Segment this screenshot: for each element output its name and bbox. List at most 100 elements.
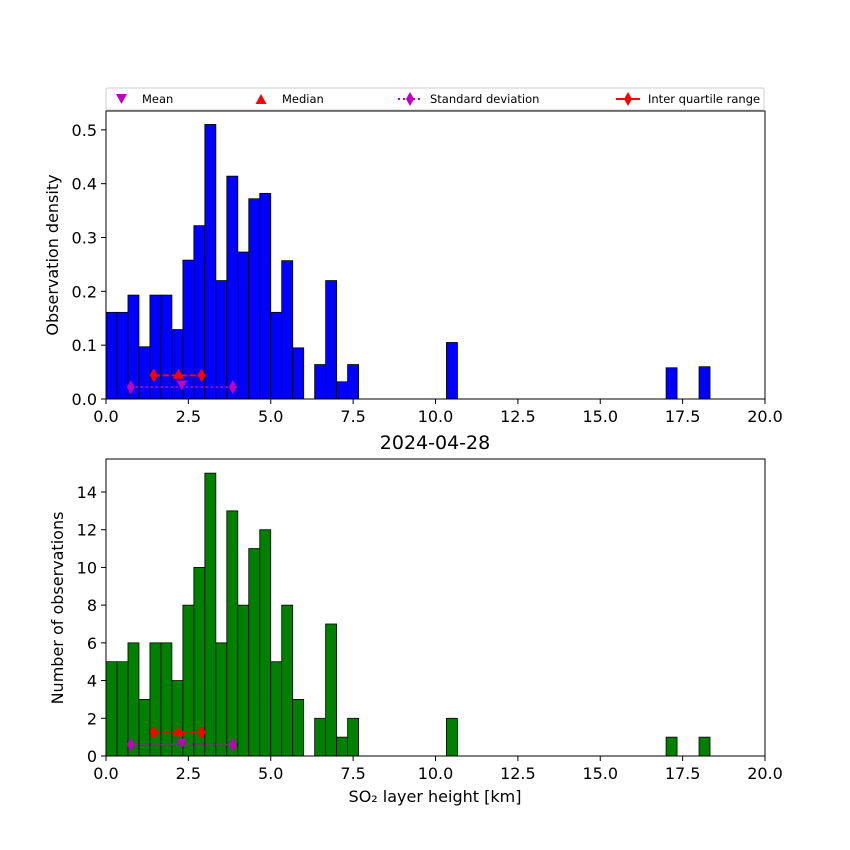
y-tick-label: 0.5 bbox=[72, 121, 97, 140]
histogram-bar bbox=[446, 342, 458, 400]
x-tick-label: 0.0 bbox=[93, 407, 118, 426]
x-tick-label: 15.0 bbox=[582, 764, 618, 783]
histogram-bar bbox=[325, 623, 338, 757]
histogram-bar bbox=[182, 259, 195, 400]
histogram-bar bbox=[336, 381, 349, 400]
x-axis-label: SO₂ layer height [km] bbox=[349, 787, 522, 806]
count-panel: 0.0 2.5 5.0 7.5 10.0 12.5 15.0 17.5 20.0 0 2 4 6 8 10… bbox=[48, 458, 783, 806]
legend-entry-mean: Mean bbox=[116, 92, 173, 106]
histogram-bar bbox=[226, 175, 239, 400]
histogram-bar bbox=[248, 548, 261, 757]
histogram-bar bbox=[237, 251, 250, 400]
histogram-bar bbox=[259, 192, 272, 400]
histogram-bar bbox=[149, 642, 162, 757]
density-bars bbox=[105, 124, 711, 400]
histogram-bar bbox=[270, 311, 283, 400]
histogram-bar bbox=[325, 280, 338, 400]
histogram-bar bbox=[204, 124, 217, 400]
histogram-bar bbox=[314, 364, 327, 400]
x-tick-label: 5.0 bbox=[258, 407, 283, 426]
y-tick-label: 0 bbox=[87, 747, 97, 766]
histogram-bar bbox=[193, 567, 206, 757]
density-y-axis-label: Observation density bbox=[43, 174, 62, 335]
count-x-ticks: 0.0 2.5 5.0 7.5 10.0 12.5 15.0 17.5 20.0 bbox=[93, 756, 783, 783]
histogram-bar bbox=[698, 366, 711, 400]
histogram-bar bbox=[446, 717, 458, 757]
histogram-bar bbox=[149, 294, 162, 400]
x-tick-label: 7.5 bbox=[340, 407, 365, 426]
x-tick-label: 20.0 bbox=[747, 407, 783, 426]
y-tick-label: 0.1 bbox=[72, 336, 97, 355]
iqr-diamond-marker bbox=[197, 368, 206, 383]
std-diamond-marker bbox=[126, 380, 135, 395]
y-tick-label: 0.3 bbox=[72, 229, 97, 248]
x-tick-label: 10.0 bbox=[418, 407, 454, 426]
x-tick-label: 17.5 bbox=[665, 407, 701, 426]
density-y-ticks: 0.0 0.1 0.2 0.3 0.4 0.5 bbox=[72, 121, 106, 409]
x-tick-label: 17.5 bbox=[665, 764, 701, 783]
density-x-ticks: 0.0 2.5 5.0 7.5 10.0 12.5 15.0 17.5 20.0 bbox=[93, 399, 783, 426]
histogram-bar bbox=[215, 642, 228, 757]
legend-entry-median: Median bbox=[255, 92, 324, 106]
histogram-bar bbox=[698, 736, 711, 757]
count-y-axis-label: Number of observations bbox=[48, 512, 67, 705]
x-tick-label: 12.5 bbox=[500, 764, 536, 783]
x-tick-label: 7.5 bbox=[340, 764, 365, 783]
y-tick-label: 4 bbox=[87, 672, 97, 691]
legend-label-std: Standard deviation bbox=[430, 92, 539, 106]
histogram-bar bbox=[270, 661, 283, 757]
legend: Mean Median Standard deviation Inter qua… bbox=[105, 87, 765, 111]
histogram-bar bbox=[237, 604, 250, 757]
std-diamond-marker bbox=[126, 737, 135, 752]
iqr-diamond-marker bbox=[149, 368, 158, 383]
y-tick-label: 0.2 bbox=[72, 282, 97, 301]
legend-label-mean: Mean bbox=[142, 92, 173, 106]
histogram-bar bbox=[248, 198, 261, 400]
histogram-bar bbox=[215, 280, 228, 400]
histogram-bar bbox=[105, 661, 118, 757]
x-tick-label: 0.0 bbox=[93, 764, 118, 783]
histogram-bar bbox=[138, 346, 151, 400]
histogram-bar bbox=[116, 661, 129, 757]
histogram-bar bbox=[204, 472, 217, 757]
std-diamond-icon bbox=[406, 92, 414, 106]
histogram-bar bbox=[105, 311, 118, 400]
histogram-bar bbox=[336, 736, 349, 757]
histogram-bar bbox=[665, 736, 678, 757]
histogram-bar bbox=[127, 642, 140, 757]
y-tick-label: 10 bbox=[77, 558, 97, 577]
chart-date-title: 2024-04-28 bbox=[380, 432, 490, 454]
y-tick-label: 12 bbox=[77, 521, 97, 540]
y-tick-label: 0.4 bbox=[72, 175, 97, 194]
histogram-bar bbox=[281, 260, 294, 400]
x-tick-label: 5.0 bbox=[258, 764, 283, 783]
x-tick-label: 10.0 bbox=[418, 764, 454, 783]
y-tick-label: 0.0 bbox=[72, 390, 97, 409]
count-bars bbox=[105, 472, 711, 757]
iqr-diamond-marker bbox=[149, 725, 158, 740]
histogram-bar bbox=[160, 642, 173, 757]
y-tick-label: 14 bbox=[77, 483, 97, 502]
x-tick-label: 2.5 bbox=[176, 407, 201, 426]
legend-label-median: Median bbox=[282, 92, 324, 106]
y-tick-label: 6 bbox=[87, 634, 97, 653]
median-marker bbox=[172, 368, 184, 379]
histogram-bar bbox=[347, 364, 359, 400]
histogram-bar bbox=[226, 510, 239, 757]
histogram-bar bbox=[314, 717, 327, 757]
y-tick-label: 8 bbox=[87, 596, 97, 615]
x-tick-label: 12.5 bbox=[500, 407, 536, 426]
histogram-bar bbox=[116, 311, 129, 400]
x-tick-label: 2.5 bbox=[176, 764, 201, 783]
histogram-bar bbox=[138, 699, 151, 757]
legend-entry-iqr: Inter quartile range bbox=[616, 92, 760, 106]
std-diamond-marker bbox=[228, 737, 237, 752]
histogram-bar bbox=[292, 347, 305, 400]
legend-frame bbox=[105, 87, 765, 111]
median-marker bbox=[172, 726, 184, 737]
density-panel: 0.0 2.5 5.0 7.5 10.0 12.5 15.0 17.5 20.0 0.00.10… bbox=[43, 110, 783, 426]
y-tick-label: 2 bbox=[87, 709, 97, 728]
mean-marker bbox=[176, 380, 188, 391]
mean-marker-icon bbox=[116, 94, 127, 104]
